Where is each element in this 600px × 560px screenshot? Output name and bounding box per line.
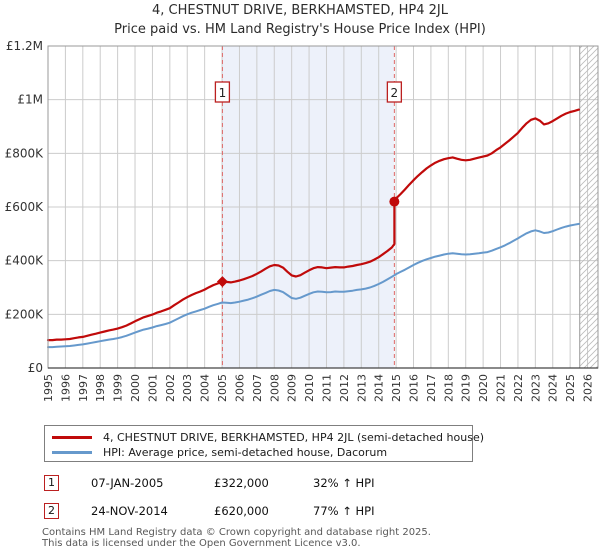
- sale-marker-label: 2: [391, 86, 399, 100]
- x-tick-label: 2001: [146, 374, 159, 402]
- transaction-1-number-badge: 1: [44, 475, 59, 491]
- legend-item-property: 4, CHESTNUT DRIVE, BERKHAMSTED, HP4 2JL …: [45, 430, 484, 445]
- x-tick-label: 2018: [442, 374, 455, 402]
- legend-label-property: 4, CHESTNUT DRIVE, BERKHAMSTED, HP4 2JL …: [103, 431, 485, 444]
- x-tick-label: 2014: [373, 374, 386, 402]
- x-tick-label: 2004: [199, 374, 212, 402]
- y-tick-label: £1M: [17, 93, 43, 107]
- x-tick-label: 1996: [59, 374, 72, 402]
- sale-marker-circle: [389, 196, 400, 207]
- chart-legend: 4, CHESTNUT DRIVE, BERKHAMSTED, HP4 2JL …: [44, 425, 484, 462]
- x-tick-label: 2021: [495, 374, 508, 402]
- x-tick-label: 2013: [355, 374, 368, 402]
- legend-label-hpi: HPI: Average price, semi-detached house,…: [103, 446, 388, 459]
- transaction-2-number-badge: 2: [44, 503, 59, 519]
- x-tick-label: 1995: [42, 374, 55, 402]
- x-tick-label: 2009: [286, 374, 299, 402]
- x-tick-label: 2012: [338, 374, 351, 402]
- x-tick-label: 2007: [251, 374, 264, 402]
- transaction-2-price: £620,000: [214, 504, 269, 518]
- x-tick-label: 2010: [303, 374, 316, 402]
- x-tick-label: 2025: [564, 374, 577, 402]
- footer-line-2: This data is licensed under the Open Gov…: [42, 538, 361, 549]
- x-tick-label: 2023: [529, 374, 542, 402]
- legend-item-hpi: HPI: Average price, semi-detached house,…: [45, 445, 472, 460]
- x-tick-label: 2000: [129, 374, 142, 402]
- property-price-line: [46, 108, 581, 342]
- price-history-chart: 1 2 £0 £200K £400K £600K £800K £1M £1.2M 1995 1996…: [5, 40, 599, 402]
- page-subtitle: Price paid vs. HM Land Registry's House …: [114, 22, 486, 37]
- hpi-line-swatch: [52, 451, 92, 454]
- hpi-line: [47, 222, 580, 349]
- x-tick-label: 2011: [320, 374, 333, 402]
- x-tick-label: 2022: [512, 374, 525, 402]
- transaction-row-1: 1 07-JAN-2005 £322,000 32% ↑ HPI: [0, 475, 600, 493]
- sale-marker-label: 1: [219, 86, 227, 100]
- y-tick-label: £400K: [5, 254, 45, 268]
- license-footer: Contains HM Land Registry data © Crown c…: [42, 527, 431, 549]
- y-tick-label: £800K: [5, 146, 45, 160]
- x-tick-label: 1997: [77, 374, 90, 402]
- x-tick-label: 2019: [460, 374, 473, 402]
- footer-line-1: Contains HM Land Registry data © Crown c…: [42, 527, 431, 538]
- sale-marker-label-box: [214, 81, 231, 103]
- x-tick-label: 2026: [582, 374, 595, 402]
- transaction-row-2: 2 24-NOV-2014 £620,000 77% ↑ HPI: [0, 503, 600, 521]
- y-tick-label: £200K: [5, 307, 45, 321]
- y-tick-label: £0: [28, 361, 43, 375]
- transaction-2-date: 24-NOV-2014: [91, 504, 168, 518]
- x-tick-label: 2016: [408, 374, 421, 402]
- sale-marker-label-box: [386, 81, 403, 103]
- transaction-2-hpi-diff: 77% ↑ HPI: [313, 504, 375, 518]
- transaction-1-price: £322,000: [214, 476, 269, 490]
- transaction-1-date: 07-JAN-2005: [91, 476, 164, 490]
- x-tick-label: 2020: [477, 374, 490, 402]
- x-tick-label: 2002: [164, 374, 177, 402]
- x-tick-label: 1998: [94, 374, 107, 402]
- x-tick-label: 2003: [181, 374, 194, 402]
- plot-area: 1 2 £0 £200K £400K £600K £800K £1M £1.2M 1995 1996…: [5, 40, 599, 402]
- x-tick-label: 2008: [268, 374, 281, 402]
- x-tick-label: 2024: [547, 374, 560, 402]
- y-tick-label: £600K: [5, 200, 45, 214]
- x-tick-label: 2015: [390, 374, 403, 402]
- future-hatch-region: [579, 46, 598, 368]
- x-tick-label: 1999: [112, 374, 125, 402]
- sale-marker-diamond: [216, 276, 228, 288]
- transaction-1-hpi-diff: 32% ↑ HPI: [313, 476, 375, 490]
- property-line-swatch: [52, 436, 92, 439]
- x-tick-label: 2005: [216, 374, 229, 402]
- x-tick-label: 2006: [233, 374, 246, 402]
- y-tick-label: £1.2M: [6, 40, 43, 53]
- x-tick-label: 2017: [425, 374, 438, 402]
- page-title: 4, CHESTNUT DRIVE, BERKHAMSTED, HP4 2JL: [152, 3, 448, 18]
